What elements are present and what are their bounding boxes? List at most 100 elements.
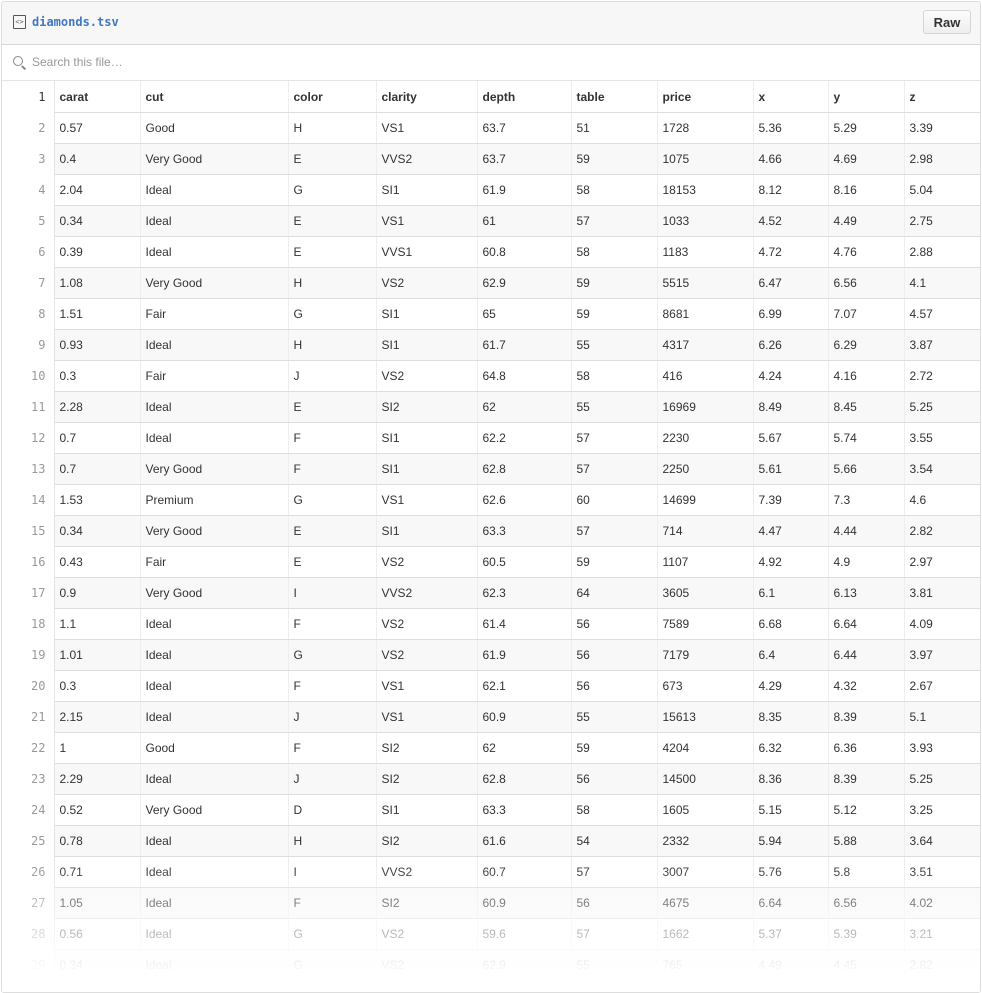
table-cell: 60.8 bbox=[477, 236, 572, 268]
table-cell: G bbox=[288, 298, 377, 330]
table-cell: 4.29 bbox=[753, 670, 829, 702]
table-cell: 59 bbox=[571, 298, 658, 330]
table-cell: 0.56 bbox=[54, 918, 141, 950]
line-number[interactable]: 14 bbox=[2, 484, 55, 516]
table-cell: SI2 bbox=[376, 887, 478, 919]
table-cell: 1.08 bbox=[54, 267, 141, 299]
line-number[interactable]: 4 bbox=[2, 174, 55, 206]
table-cell: 5.25 bbox=[904, 391, 980, 423]
table-cell: 0.3 bbox=[54, 360, 141, 392]
table-row: 19 1.01 Ideal G VS2 61.9 56 7179 6.4 6.44 3.97 bbox=[2, 639, 980, 671]
line-number[interactable]: 3 bbox=[2, 143, 55, 175]
table-row: 3 0.4 Very Good E VVS2 63.7 59 1075 4.66 4.69 2.98 bbox=[2, 143, 980, 175]
table-cell: 64.8 bbox=[477, 360, 572, 392]
raw-button[interactable]: Raw bbox=[923, 10, 971, 34]
table-cell: VS1 bbox=[376, 670, 478, 702]
table-cell: 60.7 bbox=[477, 856, 572, 888]
table-cell: 2.75 bbox=[904, 205, 980, 237]
line-number[interactable]: 2 bbox=[2, 112, 55, 144]
table-cell: 59 bbox=[571, 267, 658, 299]
table-cell: 6.44 bbox=[828, 639, 905, 671]
table-cell: 6.56 bbox=[828, 887, 905, 919]
table-cell: 0.52 bbox=[54, 794, 141, 826]
table-cell: 6.68 bbox=[753, 608, 829, 640]
search-input[interactable] bbox=[32, 53, 632, 71]
line-number[interactable]: 16 bbox=[2, 546, 55, 578]
table-cell: 7.3 bbox=[828, 484, 905, 516]
line-number[interactable]: 10 bbox=[2, 360, 55, 392]
table-cell: 8.39 bbox=[828, 701, 905, 733]
table-cell: 8.16 bbox=[828, 174, 905, 206]
table-cell: 6.26 bbox=[753, 329, 829, 361]
table-cell: 14500 bbox=[657, 763, 754, 795]
table-header-row: 1 carat cut color clarity depth table price x y z bbox=[2, 81, 980, 113]
table-cell: 3.39 bbox=[904, 112, 980, 144]
table-cell: 6.64 bbox=[828, 608, 905, 640]
line-number[interactable]: 13 bbox=[2, 453, 55, 485]
line-number[interactable]: 5 bbox=[2, 205, 55, 237]
line-number[interactable]: 28 bbox=[2, 918, 55, 950]
line-number[interactable]: 29 bbox=[2, 949, 55, 981]
table-cell: 5.12 bbox=[828, 794, 905, 826]
table-cell: 5.94 bbox=[753, 825, 829, 857]
line-number[interactable]: 18 bbox=[2, 608, 55, 640]
table-cell: 6.32 bbox=[753, 732, 829, 764]
code-file-icon: <> bbox=[13, 15, 26, 29]
line-number[interactable]: 25 bbox=[2, 825, 55, 857]
table-cell: VS2 bbox=[376, 546, 478, 578]
search-bar bbox=[2, 45, 980, 81]
table-cell: 5.66 bbox=[828, 453, 905, 485]
table-row: 12 0.7 Ideal F SI1 62.2 57 2230 5.67 5.74 3.55 bbox=[2, 422, 980, 454]
table-cell: Ideal bbox=[140, 608, 289, 640]
table-cell: 6.56 bbox=[828, 267, 905, 299]
table-cell: SI1 bbox=[376, 453, 478, 485]
line-number[interactable]: 19 bbox=[2, 639, 55, 671]
table-cell: VS1 bbox=[376, 701, 478, 733]
line-number[interactable]: 9 bbox=[2, 329, 55, 361]
table-cell: 14699 bbox=[657, 484, 754, 516]
table-cell: 8.36 bbox=[753, 763, 829, 795]
table-cell: 8.45 bbox=[828, 391, 905, 423]
column-header: y bbox=[828, 81, 905, 113]
line-number[interactable]: 20 bbox=[2, 670, 55, 702]
line-number[interactable]: 24 bbox=[2, 794, 55, 826]
table-cell: 59 bbox=[571, 546, 658, 578]
table-cell: 0.78 bbox=[54, 825, 141, 857]
table-cell: Ideal bbox=[140, 949, 289, 981]
table-cell: 673 bbox=[657, 670, 754, 702]
table-cell: 5.88 bbox=[828, 825, 905, 857]
table-cell: 5.1 bbox=[904, 701, 980, 733]
table-cell: 1.53 bbox=[54, 484, 141, 516]
table-cell: 0.3 bbox=[54, 670, 141, 702]
line-number[interactable]: 23 bbox=[2, 763, 55, 795]
line-number[interactable]: 22 bbox=[2, 732, 55, 764]
line-number[interactable]: 6 bbox=[2, 236, 55, 268]
line-number[interactable]: 15 bbox=[2, 515, 55, 547]
table-cell: 5.8 bbox=[828, 856, 905, 888]
line-number[interactable]: 27 bbox=[2, 887, 55, 919]
table-cell: 62.8 bbox=[477, 763, 572, 795]
line-number[interactable]: 26 bbox=[2, 856, 55, 888]
file-header: <> diamonds.tsv Raw bbox=[2, 2, 980, 45]
table-cell: SI2 bbox=[376, 391, 478, 423]
table-cell: 5.74 bbox=[828, 422, 905, 454]
file-name-link[interactable]: diamonds.tsv bbox=[32, 15, 119, 29]
table-row: 11 2.28 Ideal E SI2 62 55 16969 8.49 8.45 5.25 bbox=[2, 391, 980, 423]
line-number[interactable]: 1 bbox=[2, 81, 55, 113]
line-number[interactable]: 11 bbox=[2, 391, 55, 423]
table-cell: 63.7 bbox=[477, 112, 572, 144]
table-cell: 55 bbox=[571, 949, 658, 981]
line-number[interactable]: 8 bbox=[2, 298, 55, 330]
table-cell: VVS1 bbox=[376, 236, 478, 268]
line-number[interactable]: 17 bbox=[2, 577, 55, 609]
line-number[interactable]: 12 bbox=[2, 422, 55, 454]
table-cell: VS1 bbox=[376, 112, 478, 144]
line-number[interactable]: 21 bbox=[2, 701, 55, 733]
table-cell: Ideal bbox=[140, 236, 289, 268]
table-cell: 63.7 bbox=[477, 143, 572, 175]
table-cell: 3605 bbox=[657, 577, 754, 609]
table-cell: 55 bbox=[571, 329, 658, 361]
line-number[interactable]: 7 bbox=[2, 267, 55, 299]
table-cell: 3.64 bbox=[904, 825, 980, 857]
